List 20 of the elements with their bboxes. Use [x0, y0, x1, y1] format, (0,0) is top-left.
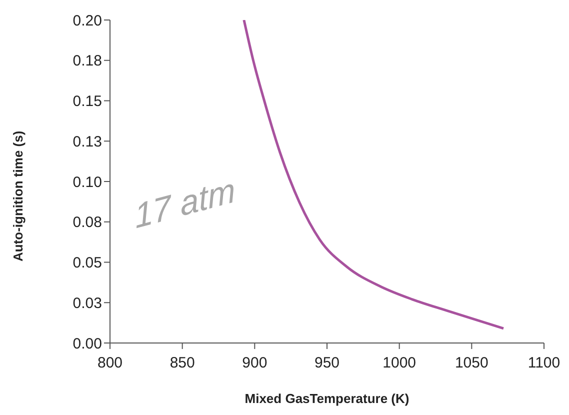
- y-tick-label: 0.20: [72, 12, 102, 30]
- y-tick-label: 0.00: [72, 335, 102, 352]
- y-tick-label: 0.15: [72, 93, 102, 110]
- y-tick-label: 0.18: [72, 52, 102, 70]
- x-tick-label: 1100: [528, 354, 560, 372]
- y-tick-label: 0.05: [72, 254, 102, 272]
- x-tick-label: 1000: [382, 354, 416, 372]
- line-series: [242, 20, 505, 330]
- annotation: 17 atm: [133, 171, 237, 238]
- x-tick-label: 950: [314, 354, 340, 372]
- y-axis-title: Auto-ignition time (s): [10, 130, 26, 262]
- x-axis-title: Mixed GasTemperature (K): [244, 391, 410, 406]
- y-tick-label: 0.08: [72, 214, 102, 232]
- x-tick-label: 850: [170, 354, 195, 372]
- y-tick-label: 0.13: [72, 133, 102, 150]
- x-tick-label: 1050: [454, 354, 488, 372]
- x-tick-label: 800: [97, 354, 123, 372]
- y-tick-label: 0.03: [72, 294, 102, 312]
- x-tick-label: 900: [242, 354, 268, 372]
- y-tick-label: 0.10: [72, 174, 102, 191]
